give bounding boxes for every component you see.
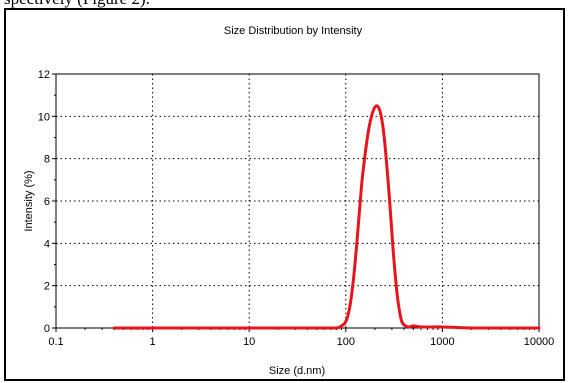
intensity-chart: Size Distribution by Intensity 0.1 1 10 100… [23, 25, 554, 377]
x-tick-label: 1 [150, 336, 156, 348]
x-tick-label: 1000 [430, 336, 454, 348]
x-tick-label: 0.1 [48, 336, 63, 348]
chart-title: Size Distribution by Intensity [224, 25, 363, 37]
gridlines [56, 74, 539, 328]
chart-container: Size Distribution by Intensity 0.1 1 10 100… [4, 8, 565, 381]
x-tick-label: 100 [337, 336, 355, 348]
series-line [112, 104, 541, 330]
x-axis: 0.1 1 10 100 1000 10000 [48, 328, 554, 348]
caption-fragment: spectively (Figure 2). [4, 0, 150, 9]
y-tick-label: 6 [44, 196, 50, 208]
x-tick-label: 10 [243, 336, 255, 348]
y-tick-label: 12 [38, 69, 50, 81]
y-tick-label: 8 [44, 154, 50, 166]
x-tick-label: 10000 [524, 336, 555, 348]
y-tick-label: 2 [44, 281, 50, 293]
plot-area [55, 73, 540, 329]
y-tick-label: 4 [44, 238, 50, 250]
x-axis-label: Size (d.nm) [269, 365, 325, 377]
y-axis: 0 2 4 6 8 10 12 [38, 69, 56, 335]
y-axis-label: Intensity (%) [23, 170, 35, 231]
y-tick-label: 10 [38, 111, 50, 123]
y-tick-label: 0 [44, 323, 50, 335]
